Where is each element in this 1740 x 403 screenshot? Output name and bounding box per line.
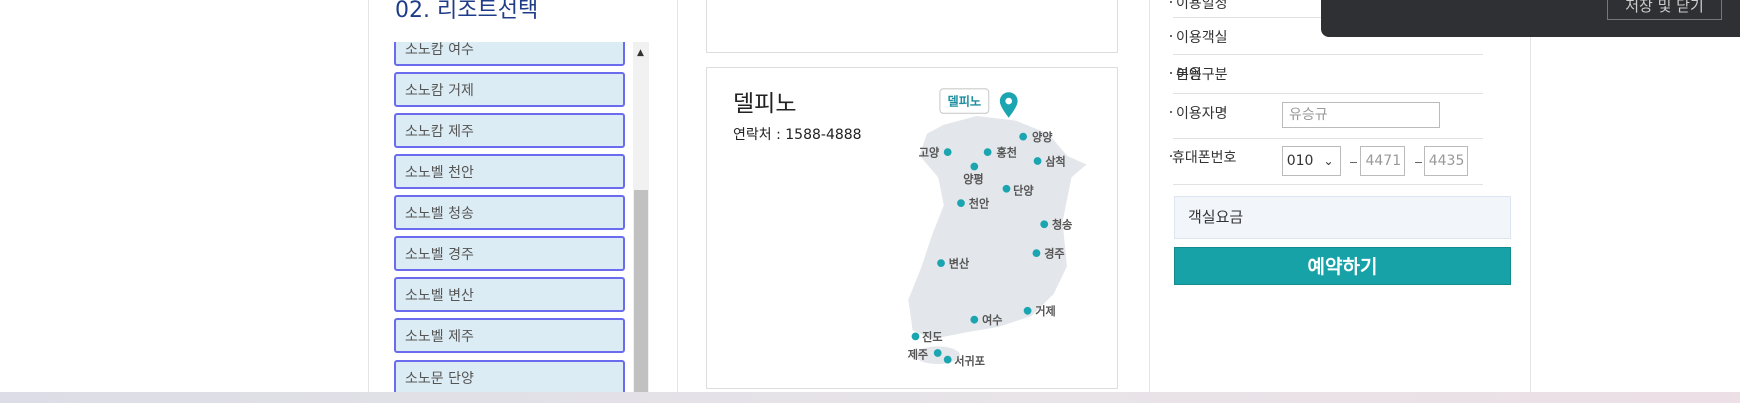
phone-input[interactable]: 4471 xyxy=(1360,146,1405,177)
row-line xyxy=(1173,54,1483,56)
scroll-thumb[interactable] xyxy=(634,190,648,392)
phone-input[interactable]: 4435 xyxy=(1423,146,1469,177)
row-line xyxy=(1173,184,1483,186)
resort-item[interactable]: 소노캄 거제 xyxy=(394,72,625,108)
row-label: 이용구분 xyxy=(1176,67,1228,84)
row-dot xyxy=(1170,111,1172,114)
fee-box: 객실요금 xyxy=(1174,196,1511,239)
row-label: 휴대폰번호 xyxy=(1172,150,1237,167)
panel xyxy=(706,0,1118,53)
resort-name: 델피노 xyxy=(733,91,797,117)
resort-item[interactable]: 소노문 단양 xyxy=(394,359,625,392)
divider xyxy=(1149,0,1150,392)
row-dot xyxy=(1170,72,1172,75)
taskbar xyxy=(0,392,1740,403)
contact: 연락처 : 1588-4888 xyxy=(733,127,862,143)
resort-item[interactable]: 소노캄 여수 xyxy=(394,42,625,67)
scrollbar[interactable]: ▲ xyxy=(633,42,649,392)
dash xyxy=(1414,162,1422,163)
scroll-up[interactable]: ▲ xyxy=(637,48,644,58)
row-dot xyxy=(1170,1,1172,4)
row-label: 이용자명 xyxy=(1176,106,1228,123)
fee-label: 객실요금 xyxy=(1188,208,1244,226)
resort-item[interactable]: 소노벨 천안 xyxy=(394,154,625,190)
popup: 저장 및 닫기 xyxy=(1321,0,1740,37)
reserve-button[interactable]: 예약하기 xyxy=(1174,247,1511,285)
divider xyxy=(368,0,369,392)
resort-item[interactable]: 소노캄 제주 xyxy=(394,113,625,149)
row-dot xyxy=(1170,34,1172,37)
resort-item[interactable]: 소노벨 제주 xyxy=(394,318,625,354)
phone-select[interactable]: 010 ⌄ xyxy=(1281,146,1341,177)
name-input[interactable]: 유승규 xyxy=(1282,102,1440,129)
row-label: 이용객실 xyxy=(1176,29,1228,46)
resort-item[interactable]: 소노벨 경주 xyxy=(394,236,625,272)
row-line xyxy=(1173,137,1483,139)
resort-detail xyxy=(706,67,1118,389)
divider xyxy=(1530,0,1531,392)
row-line xyxy=(1173,93,1483,95)
row-label: 이용일정 xyxy=(1176,0,1228,13)
row-value: 본인 xyxy=(1176,67,1202,84)
resort-item[interactable]: 소노벨 변산 xyxy=(394,277,625,313)
divider xyxy=(677,0,678,392)
dropdown-arrow: ⌄ xyxy=(1323,154,1334,169)
save-close-button[interactable]: 저장 및 닫기 xyxy=(1607,0,1722,20)
row-dot xyxy=(1170,155,1172,158)
section-title: 02. 리조트선택 xyxy=(395,0,539,23)
resort-item[interactable]: 소노벨 청송 xyxy=(394,195,625,231)
dash xyxy=(1350,162,1358,163)
